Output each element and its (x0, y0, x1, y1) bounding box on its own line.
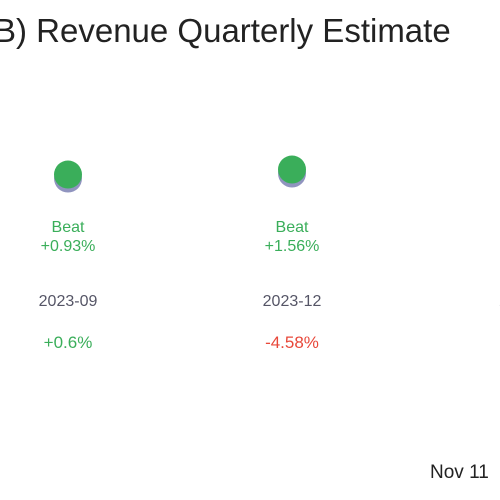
change-label-1: -4.58% (265, 333, 319, 352)
actual-point-0 (54, 160, 82, 189)
change-label-0: +0.6% (44, 333, 93, 352)
actual-point-1 (278, 155, 306, 184)
category-label-1: 2023-12 (263, 293, 322, 310)
result-label-0: Beat (52, 219, 85, 236)
chart-title: B) Revenue Quarterly Estimate (0, 12, 451, 49)
surprise-label-1: +1.56% (265, 238, 320, 255)
category-label-0: 2023-09 (39, 293, 98, 310)
surprise-label-0: +0.93% (41, 238, 96, 255)
result-label-1: Beat (276, 219, 309, 236)
footer-date: Nov 11 (430, 462, 489, 483)
